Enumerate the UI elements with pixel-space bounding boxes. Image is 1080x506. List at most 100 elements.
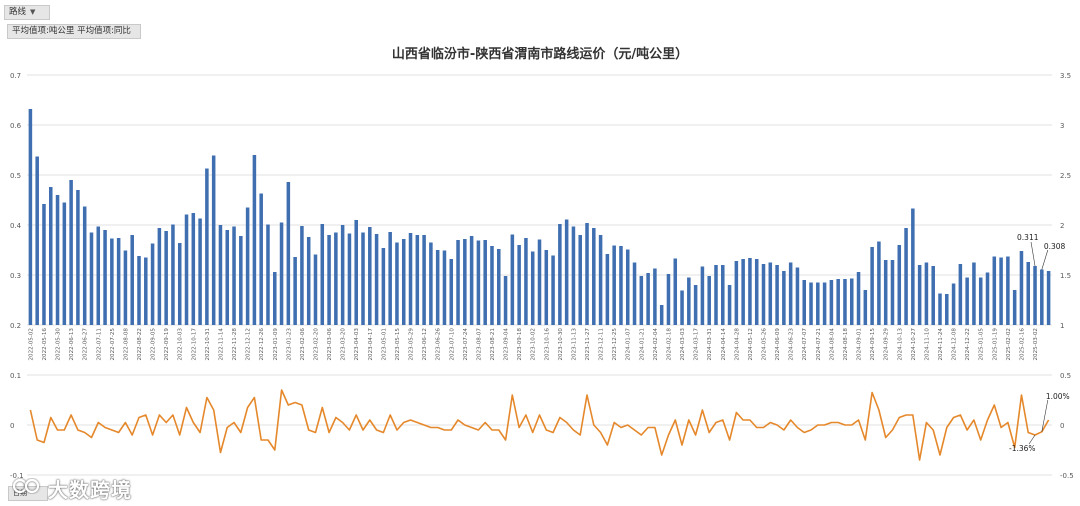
bar: [1019, 251, 1024, 325]
y-tick-label: 0.7: [10, 72, 21, 80]
y-tick-label: 0.2: [10, 322, 21, 330]
bar: [205, 168, 209, 325]
x-tick-label: 2023-04-03: [354, 328, 360, 361]
bar: [673, 258, 678, 325]
bar: [802, 280, 806, 325]
bar: [374, 234, 379, 325]
x-tick-label: 2023-02-06: [300, 328, 306, 361]
bar: [116, 238, 121, 325]
bar: [890, 260, 895, 325]
bar: [469, 236, 474, 325]
bar: [184, 214, 189, 325]
x-tick-label: 2023-11-13: [571, 328, 577, 361]
x-tick-label: 2023-08-21: [490, 328, 496, 361]
bar: [659, 305, 664, 325]
bar: [768, 262, 773, 325]
x-tick-label: 2025-01-19: [992, 328, 998, 361]
bar: [632, 262, 637, 325]
bar: [836, 279, 840, 325]
bar: [761, 264, 766, 325]
bar: [727, 285, 732, 325]
bar: [490, 246, 494, 325]
x-tick-label: 2023-10-02: [531, 328, 537, 361]
bar: [992, 256, 997, 325]
bar: [693, 285, 698, 325]
x-tick-label: 2024-11-10: [924, 328, 930, 361]
x-tick-label: 2022-08-08: [123, 328, 129, 361]
x-axis-labels: 2022-05-02 2022-05-16 2022-05-30 2022-06-13…: [28, 328, 1039, 361]
x-tick-label: 2023-05-01: [381, 328, 387, 361]
annotation-leader: [1041, 249, 1049, 270]
x-tick-label: 2022-12-26: [259, 328, 265, 361]
x-tick-label: 2023-10-30: [558, 328, 564, 361]
bar: [700, 266, 705, 325]
bar: [1033, 266, 1037, 325]
bar: [177, 243, 182, 325]
x-tick-label: 2024-09-15: [870, 328, 876, 361]
bar: [544, 250, 549, 325]
bar: [42, 204, 46, 325]
value-field-button[interactable]: 平均值项:吨公里 平均值项:同比: [7, 24, 141, 39]
value-field-label: 平均值项:吨公里 平均值项:同比: [12, 26, 131, 36]
bar: [877, 241, 881, 325]
y-tick-label: 0.1: [10, 372, 21, 380]
x-tick-label: 2022-07-11: [96, 328, 102, 361]
bar: [782, 271, 786, 325]
x-tick-label: 2022-09-19: [164, 328, 170, 361]
bar: [48, 187, 53, 325]
y2-tick-label: 3.5: [1060, 72, 1071, 80]
annotation-leader: [1028, 434, 1036, 445]
bar: [150, 243, 155, 325]
x-tick-label: 2023-03-20: [341, 328, 347, 361]
bar: [279, 222, 284, 325]
x-tick-label: 2024-05-12: [748, 328, 754, 361]
bar: [110, 238, 114, 325]
bar: [897, 245, 902, 325]
x-tick-label: 2024-09-29: [884, 328, 890, 361]
bar: [435, 250, 440, 325]
x-tick-label: 2024-01-21: [639, 328, 645, 361]
x-tick-label: 2024-04-28: [734, 328, 740, 361]
bar: [856, 272, 861, 325]
bar: [232, 226, 236, 325]
bar: [340, 225, 345, 325]
x-tick-label: 2023-05-29: [409, 328, 415, 361]
bar: [564, 219, 569, 325]
bar: [266, 224, 270, 325]
x-tick-label: 2024-07-07: [802, 328, 808, 361]
x-tick-label: 2024-04-14: [721, 328, 727, 361]
annotations: 0.311 0.308 1.00% -1.36%: [1009, 233, 1070, 453]
bar: [347, 233, 352, 325]
bar: [211, 155, 216, 325]
y2-tick-label: 0: [1060, 422, 1064, 430]
bar: [551, 255, 555, 325]
bar: [401, 239, 406, 325]
bar: [571, 226, 576, 325]
bar: [829, 280, 834, 325]
bar: [239, 236, 243, 325]
x-tick-label: 2024-10-27: [911, 328, 917, 361]
bar: [76, 190, 80, 325]
bar: [218, 225, 223, 325]
bar: [1026, 262, 1031, 325]
bar: [578, 235, 582, 325]
bar: [714, 265, 718, 325]
x-tick-label: 2022-05-02: [28, 328, 34, 361]
x-tick-label: 2024-12-08: [952, 328, 958, 361]
annotation-leader: [1041, 399, 1049, 432]
annotation-leader: [1030, 241, 1036, 267]
x-tick-label: 2022-06-27: [83, 328, 89, 361]
bar: [1040, 269, 1044, 325]
y2-tick-label: 3: [1060, 122, 1064, 130]
x-tick-label: 2025-02-02: [1006, 328, 1012, 361]
x-tick-label: 2024-08-18: [843, 328, 849, 361]
bar: [456, 240, 460, 325]
y2-tick-label: 1: [1060, 322, 1064, 330]
bar: [123, 250, 128, 325]
bar: [252, 155, 257, 325]
bar: [849, 278, 854, 325]
x-tick-label: 2024-01-07: [626, 328, 632, 361]
x-tick-label: 2023-09-18: [517, 328, 523, 361]
route-filter-button[interactable]: 路线 ▼: [4, 5, 50, 20]
